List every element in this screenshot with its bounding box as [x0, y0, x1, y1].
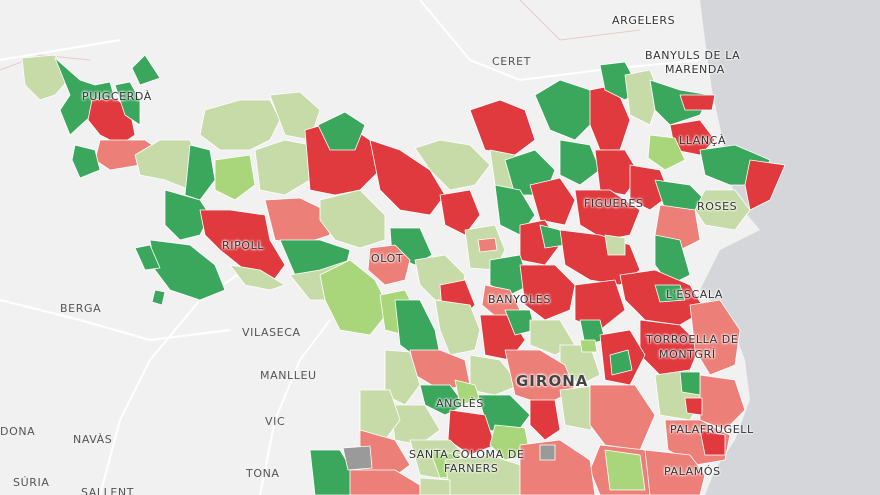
region-selva-gray2[interactable]: [342, 445, 373, 471]
region-baix-lg[interactable]: [579, 339, 598, 353]
region-emporda-red9[interactable]: [574, 279, 626, 331]
region-garrotxa-pale2[interactable]: [319, 189, 386, 249]
region-ripolles-g3[interactable]: [149, 239, 226, 301]
region-garrotxa-red2[interactable]: [369, 139, 446, 216]
region-emporda-g5[interactable]: [559, 139, 601, 186]
region-ripolles-lg[interactable]: [214, 154, 256, 201]
region-emporda-red2[interactable]: [679, 94, 716, 111]
region-baix-red4[interactable]: [699, 429, 726, 456]
region-emporda-lg1[interactable]: [647, 134, 686, 171]
label-sallent: SALLENT: [81, 486, 135, 495]
label-banyuls-line2: MARENDA: [665, 63, 725, 76]
region-baix-lg2[interactable]: [604, 449, 646, 491]
label-navas: NAVÀS: [73, 433, 113, 446]
label-berga: BERGA: [60, 302, 102, 315]
region-selva-red1[interactable]: [447, 409, 496, 456]
region-girones-red1[interactable]: [529, 399, 561, 441]
region-baix-red3[interactable]: [684, 397, 703, 416]
region-garrotxa-g1[interactable]: [317, 111, 366, 151]
label-llanca: LLANÇÀ: [679, 134, 727, 147]
region-baix-g3[interactable]: [679, 371, 701, 396]
region-girones-pale4[interactable]: [389, 404, 441, 446]
label-argelers: ARGELERS: [612, 14, 676, 27]
label-angles: ANGLÈS: [436, 397, 484, 410]
region-figueres[interactable]: [574, 189, 641, 241]
region-emporda-red6[interactable]: [629, 164, 671, 211]
region-ripolles-g1[interactable]: [184, 144, 216, 201]
region-emporda-g9[interactable]: [654, 234, 691, 286]
label-roses: ROSES: [697, 200, 738, 213]
label-santa-coloma-line2: FARNERS: [444, 462, 499, 475]
region-emporda-red3[interactable]: [744, 159, 786, 211]
region-emporda-red-top[interactable]: [469, 99, 536, 156]
label-lescala: L'ESCALA: [666, 288, 723, 301]
label-tona: TONA: [246, 467, 280, 480]
label-palafrugell: PALAFRUGELL: [670, 423, 754, 436]
label-ripoll: RIPOLL: [222, 239, 265, 252]
region-garrotxa-lg1[interactable]: [319, 259, 391, 336]
region-lescala-g[interactable]: [654, 284, 686, 303]
region-baix-lr1[interactable]: [689, 299, 741, 376]
region-cerdanya-east[interactable]: [114, 81, 141, 126]
label-santa-coloma-line1: SANTA COLOMA DE: [409, 448, 525, 461]
label-olot: OLOT: [371, 252, 404, 265]
region-cerdanya-sw[interactable]: [71, 144, 101, 179]
region-ripolles-lr[interactable]: [264, 197, 331, 246]
label-torroella-line2: MONTGRÍ: [659, 348, 716, 361]
region-selva-lr2[interactable]: [519, 439, 596, 495]
municipality-regions[interactable]: [21, 54, 786, 495]
region-ripoll[interactable]: [199, 209, 286, 286]
region-ripolles-g5[interactable]: [151, 289, 166, 306]
label-vic: VIC: [265, 415, 286, 428]
label-vilaseca: VILASECA: [242, 326, 301, 339]
region-selva-pale2[interactable]: [419, 477, 451, 495]
region-ripolles-pale[interactable]: [199, 99, 281, 151]
region-garrotxa-lr[interactable]: [477, 237, 498, 253]
region-banyoles[interactable]: [519, 264, 576, 321]
region-cerdanya-north[interactable]: [131, 54, 161, 86]
region-girones-pale1[interactable]: [434, 299, 481, 356]
region-emporda-pale2[interactable]: [604, 234, 626, 256]
label-banyuls-line1: BANYULS DE LA: [645, 49, 741, 62]
label-manlleu: MANLLEU: [260, 369, 317, 382]
region-ripolles-n[interactable]: [269, 91, 321, 141]
label-figueres: FIGUERES: [584, 197, 644, 210]
region-olot[interactable]: [367, 244, 411, 286]
label-palamos: PALAMÓS: [664, 465, 721, 478]
region-ripolles-g4[interactable]: [134, 244, 161, 271]
label-suria: SÚRIA: [13, 476, 50, 489]
region-baix-g2[interactable]: [609, 349, 633, 376]
region-garrotxa-pale1[interactable]: [414, 139, 491, 191]
region-garrotxa-red3[interactable]: [439, 189, 481, 236]
region-girones-pale3[interactable]: [384, 349, 421, 406]
label-dona: DONA: [0, 425, 36, 438]
region-selva-gray1[interactable]: [539, 444, 556, 461]
label-puigcerda: PUIGCERDÀ: [82, 90, 152, 103]
region-girones-g1[interactable]: [419, 384, 466, 416]
region-ripolles-pale3[interactable]: [229, 264, 286, 291]
region-angles[interactable]: [359, 389, 401, 441]
region-ripolles-g2[interactable]: [164, 189, 211, 241]
region-emporda-red5[interactable]: [529, 177, 576, 226]
label-banyoles: BANYOLES: [488, 293, 551, 306]
region-emporda-g3[interactable]: [649, 79, 711, 126]
road-lines-minor: [0, 0, 641, 71]
label-torroella-line1: TORROELLA DE: [646, 333, 739, 346]
label-girona: GIRONA: [516, 372, 589, 390]
label-ceret: CERET: [492, 55, 531, 68]
